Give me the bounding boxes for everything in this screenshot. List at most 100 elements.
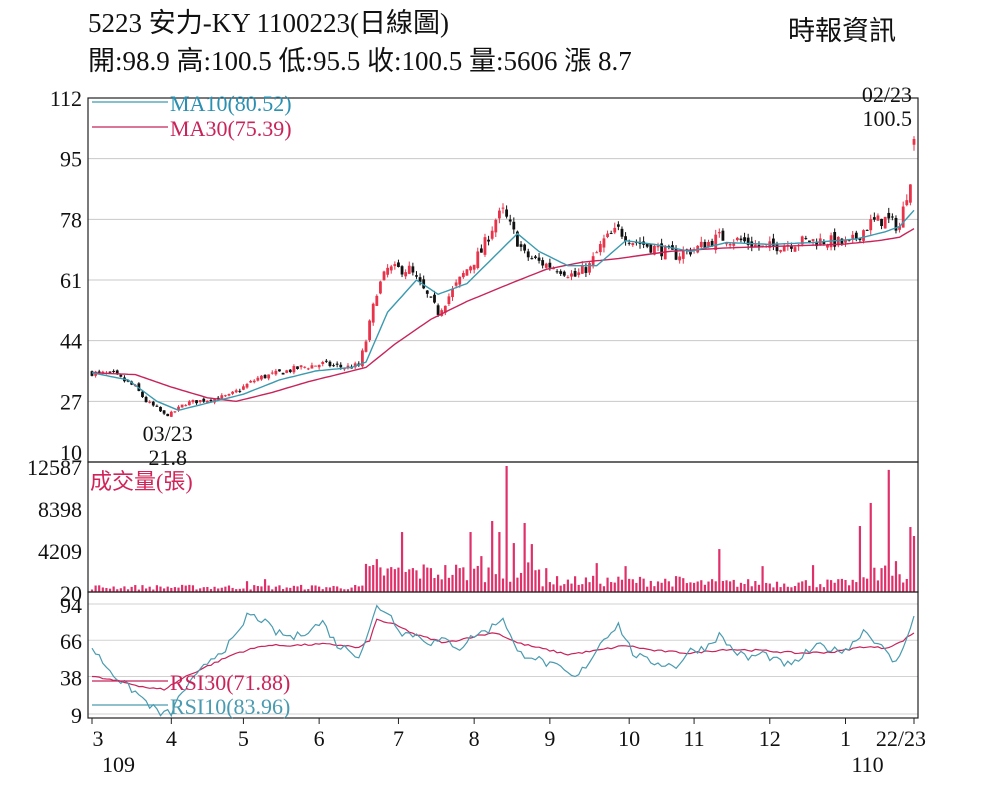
- candle-body: [699, 241, 703, 248]
- volume-bar: [361, 585, 364, 592]
- candle-body: [404, 272, 408, 277]
- volume-bar: [505, 466, 508, 592]
- candle-body: [242, 386, 245, 390]
- candle-body: [335, 363, 339, 365]
- candle-body: [187, 401, 191, 406]
- volume-bar: [245, 581, 249, 592]
- candle-body: [584, 267, 588, 273]
- candle-body: [267, 374, 271, 379]
- ma10-line: [91, 209, 915, 412]
- volume-bar: [177, 587, 180, 592]
- volume-bar: [588, 582, 591, 592]
- volume-bar: [364, 563, 368, 592]
- volume-bar: [826, 579, 829, 592]
- volume-bar: [559, 585, 562, 592]
- candle-body: [750, 241, 754, 248]
- candle-body: [411, 266, 415, 273]
- candle-body: [227, 394, 231, 396]
- volume-bar: [112, 586, 115, 592]
- volume-bar: [858, 526, 862, 592]
- candle-body: [815, 242, 819, 247]
- volume-bar: [375, 559, 378, 592]
- volume-bar: [793, 586, 797, 592]
- candle-body: [443, 305, 447, 313]
- candle-body: [530, 258, 534, 260]
- candle-body: [90, 371, 94, 376]
- candle-body: [422, 279, 426, 289]
- candle-body: [573, 270, 577, 277]
- candle-body: [512, 221, 516, 230]
- price-y-tick-label: 112: [50, 86, 82, 111]
- volume-bar: [682, 578, 685, 592]
- candle-body: [771, 238, 775, 246]
- rsi30-line: [91, 618, 915, 691]
- volume-bar: [674, 576, 678, 592]
- panel-border: [87, 591, 919, 719]
- volume-bar: [141, 585, 144, 592]
- candle-body: [479, 248, 483, 253]
- volume-bar: [494, 574, 497, 592]
- volume-bar: [393, 569, 396, 592]
- volume-bar: [790, 587, 793, 592]
- candle-body: [620, 228, 624, 237]
- candle-body: [260, 375, 263, 380]
- candle-body: [256, 377, 260, 381]
- candle-body: [624, 236, 627, 242]
- candle-body: [314, 365, 317, 367]
- candle-body: [115, 370, 119, 375]
- candle-body: [97, 371, 101, 373]
- volume-bar: [285, 587, 288, 592]
- volume-bar: [711, 579, 714, 592]
- volume-bar: [570, 583, 573, 592]
- candle-body: [505, 209, 509, 217]
- candle-body: [854, 232, 858, 239]
- candle-body: [101, 371, 105, 373]
- candle-body: [887, 212, 891, 219]
- volume-bar: [181, 584, 184, 592]
- candle-body: [371, 303, 375, 323]
- volume-bar: [166, 586, 169, 592]
- candle-body: [739, 238, 743, 241]
- candle-body: [151, 401, 155, 406]
- volume-bar: [577, 584, 580, 592]
- candle-body: [905, 200, 909, 206]
- candle-body: [487, 239, 490, 242]
- volume-bar: [379, 567, 382, 592]
- volume-bar: [231, 587, 234, 592]
- candle-body: [234, 390, 238, 393]
- candle-body: [285, 370, 289, 373]
- volume-bar: [202, 587, 205, 592]
- volume-bar: [862, 577, 865, 592]
- candle-body: [245, 384, 249, 388]
- volume-bar: [271, 589, 274, 592]
- volume-bar: [256, 586, 259, 592]
- candle-body: [108, 371, 112, 373]
- volume-bar: [840, 578, 843, 592]
- candle-body: [653, 245, 656, 255]
- rsi-y-tick-label: 66: [60, 629, 82, 654]
- volume-bar: [487, 567, 490, 592]
- volume-bar: [217, 588, 220, 592]
- candle-body: [393, 264, 397, 267]
- candle-body: [141, 391, 144, 398]
- volume-bar: [278, 585, 281, 592]
- volume-bar: [501, 578, 505, 592]
- volume-bar: [213, 586, 216, 592]
- volume-bar: [653, 586, 656, 592]
- volume-bar: [195, 589, 198, 592]
- volume-bar: [786, 586, 789, 592]
- candle-body: [660, 243, 664, 257]
- candle-body: [317, 365, 321, 368]
- candle-body: [490, 230, 494, 239]
- volume-bar: [739, 582, 743, 592]
- volume-bar: [253, 585, 256, 592]
- candle-body: [627, 242, 631, 244]
- candle-body: [223, 395, 227, 397]
- candle-body: [360, 350, 364, 367]
- x-tick-label: 22/23: [876, 726, 926, 751]
- volume-bar: [451, 574, 454, 592]
- volume-bar: [664, 578, 667, 592]
- candle-body: [865, 229, 869, 231]
- candle-body: [386, 267, 390, 275]
